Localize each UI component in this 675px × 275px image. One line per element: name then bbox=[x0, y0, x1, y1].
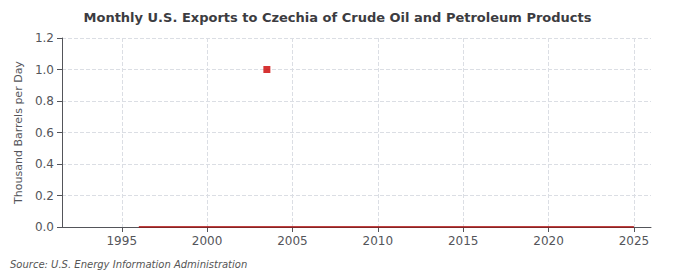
svg-text:Source: U.S. Energy Informatio: Source: U.S. Energy Information Administ… bbox=[10, 259, 247, 270]
svg-text:2000: 2000 bbox=[192, 234, 223, 248]
svg-text:2015: 2015 bbox=[448, 234, 479, 248]
svg-text:Thousand Barrels per Day: Thousand Barrels per Day bbox=[12, 61, 25, 205]
svg-text:0.4: 0.4 bbox=[35, 157, 54, 171]
svg-text:1.0: 1.0 bbox=[35, 63, 54, 77]
svg-text:2010: 2010 bbox=[363, 234, 394, 248]
svg-text:2025: 2025 bbox=[619, 234, 650, 248]
svg-text:0.2: 0.2 bbox=[35, 189, 54, 203]
svg-text:2005: 2005 bbox=[277, 234, 308, 248]
svg-text:1995: 1995 bbox=[106, 234, 137, 248]
svg-text:Monthly U.S. Exports to Czechi: Monthly U.S. Exports to Czechia of Crude… bbox=[84, 10, 592, 25]
svg-text:0.0: 0.0 bbox=[35, 220, 54, 234]
svg-text:2020: 2020 bbox=[533, 234, 564, 248]
svg-text:0.8: 0.8 bbox=[35, 94, 54, 108]
svg-text:1.2: 1.2 bbox=[35, 31, 54, 45]
svg-text:0.6: 0.6 bbox=[35, 126, 54, 140]
